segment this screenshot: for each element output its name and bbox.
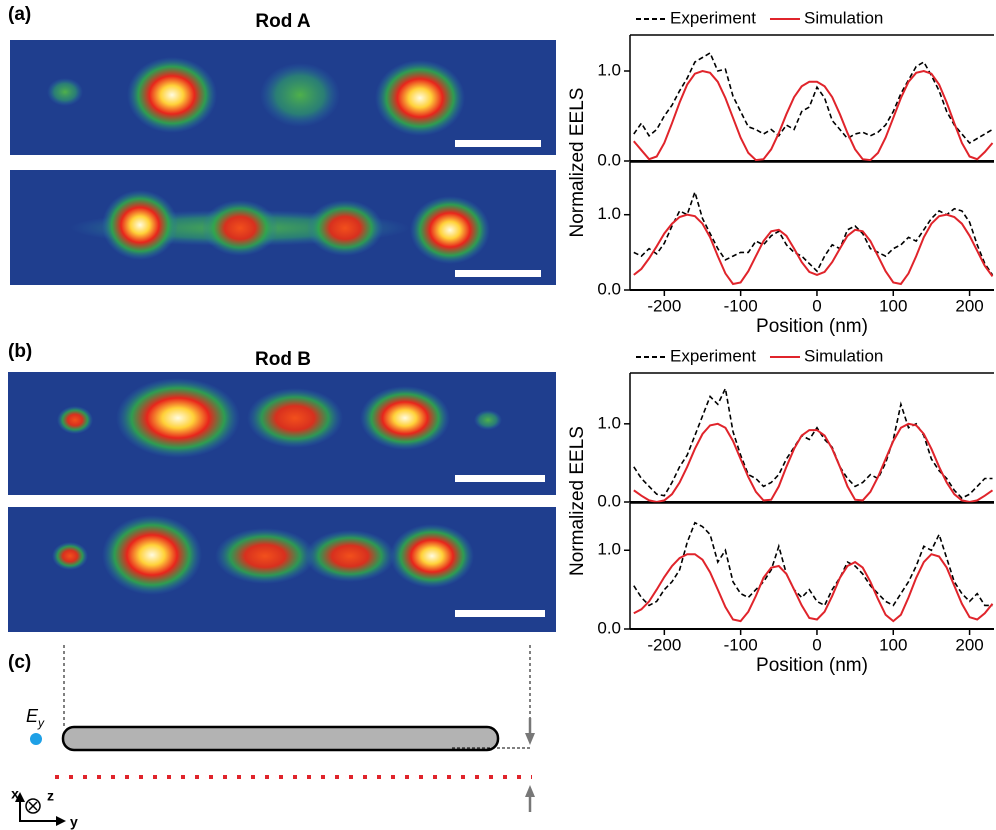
- y-tick-label: 0.0: [597, 618, 621, 637]
- legend-label: Experiment: [670, 8, 756, 27]
- data-line: [633, 51, 993, 145]
- data-line: [633, 213, 994, 286]
- data-line: [633, 422, 994, 504]
- field-label: E: [26, 706, 39, 726]
- data-line: [633, 521, 993, 607]
- panel-label: (b): [8, 341, 32, 362]
- y-tick-label: 1.0: [597, 204, 621, 223]
- rod-title: Rod A: [255, 11, 311, 32]
- y-tick-label: 0.0: [597, 279, 621, 298]
- x-tick-label: 0: [812, 296, 821, 315]
- axis-label: x: [11, 786, 19, 802]
- legend-label: Simulation: [804, 8, 883, 27]
- field-subscript: y: [37, 716, 45, 730]
- eels-map: [10, 40, 556, 155]
- eels-map: [8, 507, 556, 632]
- rod-title: Rod B: [255, 349, 311, 370]
- x-tick-label: -200: [647, 296, 681, 315]
- data-line: [633, 189, 994, 276]
- x-tick-label: 200: [955, 296, 983, 315]
- eels-map: [8, 372, 556, 495]
- y-tick-label: 1.0: [597, 60, 621, 79]
- panel-label: (c): [8, 652, 31, 673]
- y-tick-label: 0.0: [597, 150, 621, 169]
- x-tick-label: -100: [724, 296, 758, 315]
- legend-label: Simulation: [804, 346, 883, 365]
- eels-map: [10, 170, 556, 285]
- legend-label: Experiment: [670, 346, 756, 365]
- data-line: [633, 69, 994, 162]
- y-axis-label: Normalized EELS: [567, 426, 588, 576]
- x-tick-label: 100: [879, 296, 907, 315]
- y-tick-label: 0.0: [597, 491, 621, 510]
- y-tick-label: 1.0: [597, 540, 621, 559]
- x-tick-label: 100: [879, 635, 907, 654]
- panel-label: (a): [8, 4, 31, 25]
- x-tick-label: 200: [955, 635, 983, 654]
- data-line: [633, 553, 994, 623]
- x-tick-label: 0: [812, 635, 821, 654]
- data-line: [633, 386, 993, 500]
- x-axis-label: Position (nm): [756, 655, 868, 676]
- axis-label: z: [47, 788, 54, 804]
- rod-diagram: [15, 645, 535, 826]
- axis-label: y: [70, 814, 78, 830]
- x-tick-label: -100: [724, 635, 758, 654]
- x-tick-label: -200: [647, 635, 681, 654]
- y-tick-label: 1.0: [597, 413, 621, 432]
- x-axis-label: Position (nm): [756, 316, 868, 337]
- y-axis-label: Normalized EELS: [567, 88, 588, 238]
